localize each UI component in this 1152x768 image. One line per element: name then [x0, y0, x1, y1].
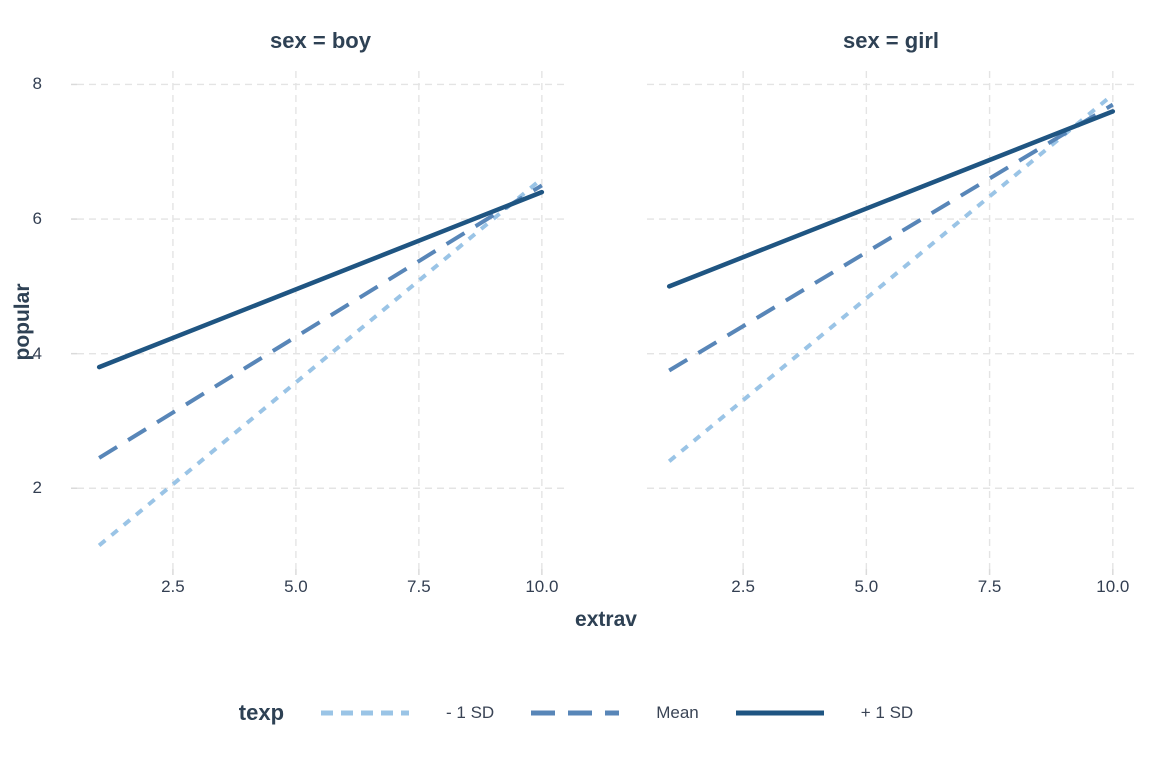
legend-label: + 1 SD: [860, 703, 914, 722]
x-tick-label: 2.5: [731, 577, 755, 596]
facet-title-boy: sex = boy: [270, 28, 371, 53]
x-tick-label: 5.0: [854, 577, 879, 596]
legend: texp - 1 SD Mean + 1 SD: [0, 696, 1152, 730]
x-tick-label: 7.5: [407, 577, 431, 596]
y-tick-label: 8: [32, 74, 42, 94]
legend-key-dotted-line: [321, 710, 410, 716]
series-line-solid: [96, 189, 545, 370]
legend-label: - 1 SD: [446, 703, 495, 722]
legend-label: Mean: [656, 703, 699, 722]
series-line-dashed: [98, 183, 543, 460]
series-line-dashed: [668, 102, 1114, 373]
facet-title-girl: sex = girl: [842, 28, 939, 53]
legend-key-solid-line: [735, 710, 824, 716]
y-tick-label: 2: [32, 478, 42, 498]
legend-key-dashed-line: [531, 710, 620, 716]
legend-title: texp: [238, 700, 285, 725]
series-line-dotted: [97, 177, 544, 547]
x-tick-label: 10.0: [525, 577, 559, 596]
y-tick-label: 4: [32, 343, 42, 363]
y-tick-label: 6: [32, 209, 42, 229]
x-tick-label: 5.0: [284, 577, 308, 596]
plot-canvas: [71, 71, 1135, 575]
series-line-solid: [666, 109, 1116, 289]
x-tick-label: 10.0: [1096, 577, 1130, 596]
legend-items: - 1 SD Mean + 1 SD: [319, 702, 913, 724]
series-line-dotted: [667, 93, 1115, 463]
x-tick-label: 2.5: [161, 577, 185, 596]
x-tick-label: 7.5: [977, 577, 1002, 596]
x-axis-title: extrav: [575, 608, 637, 631]
